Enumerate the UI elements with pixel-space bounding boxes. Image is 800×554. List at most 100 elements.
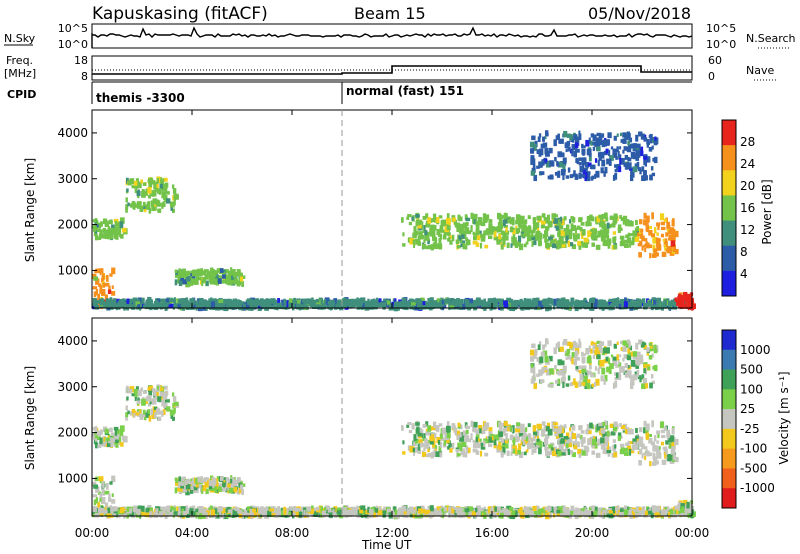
power-echo-cell <box>502 238 506 245</box>
velocity-echo-cell <box>409 446 415 453</box>
power-echo-cell <box>574 142 579 148</box>
velocity-echo-cell <box>134 396 138 402</box>
velocity-echo-cell <box>546 422 551 428</box>
velocity-echo-cell <box>475 437 478 443</box>
power-echo-cell <box>114 220 118 228</box>
power-echo-cell <box>672 305 676 309</box>
power-echo-cell <box>451 234 455 242</box>
velocity-echo-cell <box>225 485 230 491</box>
velocity-echo-cell <box>594 424 597 430</box>
velocity-echo-cell <box>506 450 510 457</box>
velocity-echo-cell <box>208 480 213 487</box>
velocity-echo-cell <box>139 409 142 416</box>
power-echo-cell <box>156 199 160 206</box>
velocity-echo-cell <box>647 510 653 515</box>
power-echo-cell <box>378 298 382 304</box>
power-echo-cell <box>616 300 619 306</box>
power-echo-cell <box>281 302 285 308</box>
velocity-echo-cell <box>359 509 364 514</box>
velocity-echo-cell <box>664 446 668 452</box>
velocity-echo-cell <box>660 441 664 446</box>
power-echo-cell <box>303 299 308 304</box>
velocity-echo-cell <box>484 510 489 515</box>
power-echo-cell <box>653 227 657 234</box>
power-echo-cell <box>581 148 586 155</box>
velocity-echo-cell <box>277 506 281 513</box>
velocity-echo-cell <box>465 429 469 435</box>
velocity-echo-cell <box>140 387 144 392</box>
power-echo-cell <box>488 228 494 235</box>
velocity-echo-cell <box>476 443 481 449</box>
power-echo-cell <box>401 217 404 223</box>
power-echo-cell <box>102 273 105 280</box>
velocity-echo-cell <box>488 427 493 432</box>
velocity-echo-cell <box>475 428 480 435</box>
power-echo-cell <box>214 278 218 285</box>
power-echo-cell <box>639 240 643 247</box>
power-echo-cell <box>421 243 427 249</box>
velocity-echo-cell <box>215 507 221 513</box>
power-echo-cell <box>596 146 601 152</box>
velocity-echo-cell <box>620 425 626 430</box>
power-echo-cell <box>559 138 564 144</box>
power-echo-cell <box>650 166 654 171</box>
velocity-echo-cell <box>431 510 437 514</box>
power-echo-cell <box>577 299 580 304</box>
power-echo-cell <box>547 220 553 228</box>
power-echo-cell <box>583 302 588 309</box>
power-echo-cell <box>576 225 581 230</box>
power-echo-cell <box>214 300 218 306</box>
power-echo-cell <box>588 162 592 167</box>
velocity-echo-cell <box>457 434 462 439</box>
power-echo-cell <box>522 220 526 225</box>
power-echo-cell <box>515 220 521 225</box>
power-echo-cell <box>572 232 576 236</box>
power-echo-cell <box>644 175 648 181</box>
velocity-echo-cell <box>416 510 420 517</box>
velocity-echo-cell <box>185 505 189 512</box>
power-echo-cell <box>155 300 159 305</box>
power-echo-cell <box>457 214 461 219</box>
velocity-echo-cell <box>104 502 109 508</box>
power-echo-cell <box>638 228 642 235</box>
velocity-echo-cell <box>557 439 560 445</box>
velocity-echo-cell <box>547 506 552 511</box>
power-echo-cell <box>567 146 571 152</box>
velocity-echo-cell <box>515 510 518 517</box>
power-echo-cell <box>425 213 429 219</box>
velocity-echo-cell <box>587 438 591 446</box>
power-echo-cell <box>118 226 122 234</box>
power-echo-cell <box>596 215 600 223</box>
power-echo-cell <box>598 301 602 306</box>
velocity-echo-cell <box>536 438 540 442</box>
power-echo-cell <box>585 164 588 168</box>
velocity-echo-cell <box>137 397 140 401</box>
power-echo-cell <box>635 156 640 161</box>
power-echo-cell <box>646 242 650 249</box>
velocity-echo-cell <box>202 478 207 484</box>
velocity-echo-cell <box>419 427 422 432</box>
power-echo-cell <box>591 242 595 247</box>
velocity-echo-cell <box>102 490 106 496</box>
velocity-echo-cell <box>541 428 546 433</box>
power-echo-cell <box>619 215 622 219</box>
nave-tick-low: 0 <box>708 70 715 83</box>
power-echo-cell <box>561 169 566 173</box>
power-echo-cell <box>468 230 472 235</box>
velocity-echo-cell <box>629 449 632 456</box>
velocity-echo-cell <box>417 449 421 454</box>
velocity-echo-cell <box>153 389 159 396</box>
power-echo-cell <box>531 135 536 141</box>
power-echo-cell <box>654 304 660 308</box>
velocity-echo-cell <box>178 476 182 482</box>
power-echo-cell <box>456 245 461 249</box>
velocity-echo-cell <box>516 422 520 427</box>
power-echo-cell <box>475 220 480 227</box>
velocity-echo-cell <box>111 493 114 497</box>
power-echo-cell <box>562 157 567 164</box>
velocity-echo-cell <box>484 422 490 428</box>
power-echo-cell <box>484 214 490 220</box>
velocity-echo-cell <box>627 429 631 435</box>
power-echo-cell <box>558 236 563 242</box>
power-echo-cell <box>617 166 622 173</box>
